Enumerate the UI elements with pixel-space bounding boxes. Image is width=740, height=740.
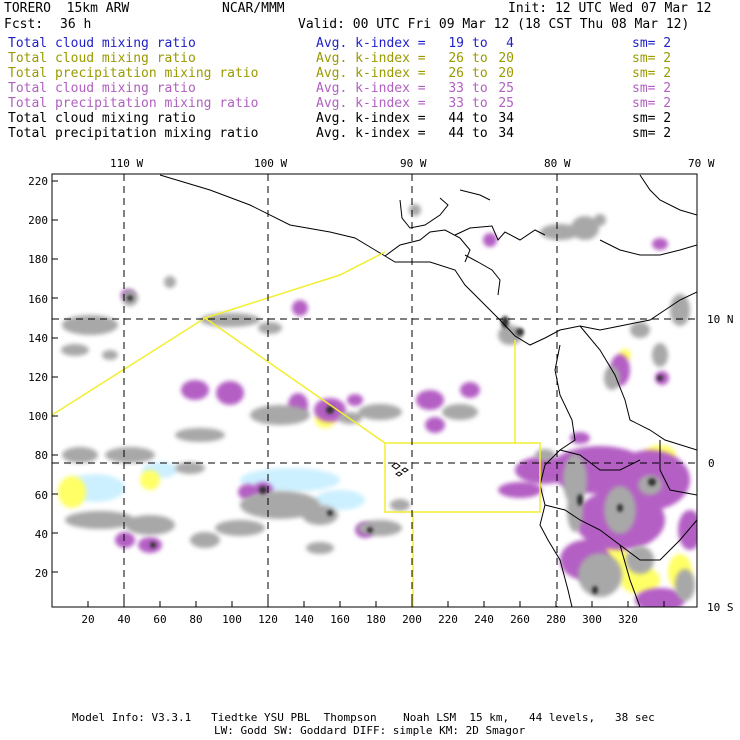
y-tick-label: 40 [34,527,48,541]
legend-kindex-low: 20 [498,51,514,66]
init-time: Init: 12 UTC Wed 07 Mar 12 [508,1,712,16]
legend-to: to [472,111,488,126]
y-tick-label: 160 [28,292,48,306]
legend-kindex-label: Avg. k-index = [316,126,426,141]
legend-field-name: Total cloud mixing ratio [8,81,196,96]
legend-smoothing: sm= 2 [632,81,672,96]
x-tick-label: 80 [189,613,203,626]
legend-kindex-high: 44 [448,111,464,126]
legend-kindex-high: 33 [448,96,464,111]
legend-field-name: Total precipitation mixing ratio [8,96,259,111]
legend-field-name: Total cloud mixing ratio [8,51,196,66]
x-tick-label: 260 [510,613,530,626]
footer-physics-info: LW: Godd SW: Goddard DIFF: simple KM: 2D… [214,724,526,737]
x-tick-label: 280 [546,613,566,626]
x-tick-label: 180 [366,613,386,626]
legend-kindex-high: 19 [448,36,464,51]
legend-field-name: Total cloud mixing ratio [8,111,196,126]
x-tick-label: 160 [330,613,350,626]
x-tick-label: 320 [618,613,638,626]
y-tick-label: 20 [34,567,48,580]
legend-kindex-high: 44 [448,126,464,141]
x-tick-label: 240 [474,613,494,626]
y-tick-label: 220 [28,175,48,188]
model-name: TORERO 15km ARW [4,1,130,16]
x-tick-label: 100 [222,613,242,626]
x-tick-label: 20 [81,613,95,626]
y-tick-label: 100 [28,410,48,424]
legend-field-name: Total precipitation mixing ratio [8,126,259,141]
organization: NCAR/MMM [222,1,285,16]
legend-smoothing: sm= 2 [632,126,672,141]
forecast-hours: 36 h [60,17,92,32]
plot-frame [51,173,698,608]
x-tick-label: 40 [117,613,131,626]
lon-label-90w: 90 W [400,157,427,170]
lon-label-100w: 100 W [254,157,288,170]
x-tick-label: 200 [402,613,422,626]
x-tick-label: 120 [258,613,278,626]
valid-time: Valid: 00 UTC Fri 09 Mar 12 (18 CST Thu … [298,17,690,32]
legend-smoothing: sm= 2 [632,51,672,66]
legend-field-name: Total cloud mixing ratio [8,36,196,51]
footer-model-info: Model Info: V3.3.1 Tiedtke YSU PBL Thomp… [72,711,655,724]
y-tick-label: 120 [28,371,48,384]
legend-smoothing: sm= 2 [632,66,672,81]
x-tick-label: 300 [582,613,602,626]
lon-label-80w: 80 W [544,157,571,170]
legend-to: to [472,66,488,81]
graticule [52,174,697,607]
legend-kindex-label: Avg. k-index = [316,66,426,81]
lat-label-10s: 10 S [707,601,734,614]
coastlines [159,174,697,607]
legend-smoothing: sm= 2 [632,111,672,126]
cyan-cloud-patches [65,462,365,510]
legend-kindex-label: Avg. k-index = [316,111,426,126]
legend-to: to [472,96,488,111]
y-tick-label: 80 [34,449,48,463]
legend-kindex-low: 25 [498,96,514,111]
legend-kindex-label: Avg. k-index = [316,51,426,66]
legend-kindex-label: Avg. k-index = [316,96,426,111]
y-tick-label: 140 [28,331,48,345]
y-tick-label: 200 [28,214,48,228]
legend-smoothing: sm= 2 [632,36,672,51]
y-tick-label: 180 [28,253,48,267]
lon-label-110w: 110 W [110,157,144,170]
legend-smoothing: sm= 2 [632,96,672,111]
legend-kindex-high: 33 [448,81,464,96]
legend-kindex-low: 34 [498,126,514,141]
legend-kindex-label: Avg. k-index = [316,36,426,51]
legend-kindex-low: 4 [506,36,514,51]
legend-kindex-label: Avg. k-index = [316,81,426,96]
x-tick-label: 60 [153,613,167,626]
legend-kindex-low: 34 [498,111,514,126]
tick-marks [52,180,665,607]
legend-kindex-high: 26 [448,66,464,81]
legend-to: to [472,51,488,66]
legend-kindex-high: 26 [448,51,464,66]
forecast-label: Fcst: [4,17,44,32]
legend-to: to [472,126,488,141]
legend-to: to [472,36,488,51]
y-tick-label: 60 [34,488,48,502]
x-tick-label: 220 [438,613,458,626]
lat-label-10n: 10 N [707,313,734,326]
legend-field-name: Total precipitation mixing ratio [8,66,259,81]
legend-kindex-low: 20 [498,66,514,81]
legend-kindex-low: 25 [498,81,514,96]
legend-to: to [472,81,488,96]
domain-boundaries [52,251,541,607]
lat-label-0: 0 [708,457,715,470]
lon-label-70w: 70 W [688,157,715,170]
x-tick-label: 140 [294,613,314,626]
convective-cores [127,295,663,594]
